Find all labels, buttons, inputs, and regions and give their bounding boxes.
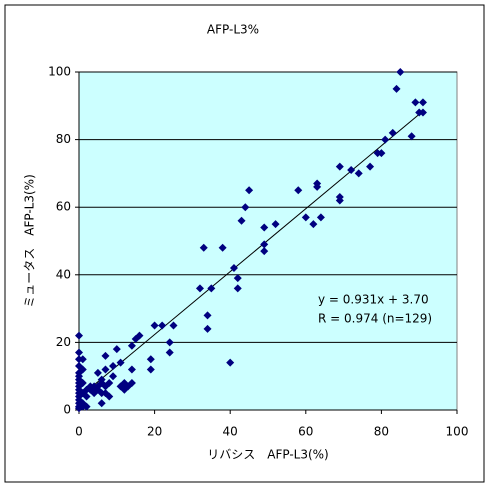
y-tick-label: 20 [56, 335, 71, 349]
x-axis-label: リバシス AFP-L3(%) [207, 448, 329, 462]
point [203, 311, 212, 320]
x-tick-label: 20 [147, 425, 162, 439]
point [78, 378, 87, 387]
point [116, 358, 125, 367]
point [207, 284, 216, 293]
point [294, 186, 303, 195]
point [78, 355, 87, 364]
point [97, 399, 106, 408]
annotation: R = 0.974 (n=129) [318, 312, 432, 326]
chart-title: AFP-L3% [207, 23, 259, 37]
point [101, 351, 110, 360]
y-tick-label: 0 [63, 403, 71, 417]
x-tick-label: 40 [223, 425, 238, 439]
point [233, 274, 242, 283]
point [75, 348, 83, 357]
point [260, 247, 269, 256]
point [203, 324, 212, 333]
point [150, 321, 159, 330]
point [146, 365, 155, 374]
point [105, 378, 114, 387]
point [93, 368, 102, 377]
point [418, 108, 427, 117]
point [78, 365, 87, 374]
point [195, 284, 204, 293]
point [392, 84, 401, 93]
point [377, 149, 386, 158]
x-tick-label: 100 [446, 425, 469, 439]
point [411, 98, 420, 107]
point [366, 162, 375, 171]
point [233, 284, 242, 293]
point [82, 402, 91, 411]
point [301, 213, 310, 222]
point [354, 169, 363, 178]
point [112, 345, 121, 354]
point [381, 135, 390, 144]
point [316, 213, 325, 222]
point [97, 375, 106, 384]
point [260, 240, 269, 249]
y-tick-label: 80 [56, 132, 71, 146]
point [335, 193, 344, 202]
plot-area [78, 71, 458, 411]
point [127, 378, 136, 387]
annotation: y = 0.931x + 3.70 [318, 293, 429, 307]
point [127, 365, 136, 374]
x-tick-label: 80 [374, 425, 389, 439]
point [396, 68, 405, 76]
point [101, 365, 110, 374]
point [245, 186, 254, 195]
point [158, 321, 167, 330]
point [135, 331, 144, 340]
point [146, 355, 155, 364]
y-tick-label: 100 [48, 65, 71, 79]
point [165, 338, 174, 347]
trendline [78, 110, 424, 398]
point [418, 98, 427, 107]
y-tick-label: 60 [56, 200, 71, 214]
point [309, 220, 318, 229]
point [109, 362, 118, 371]
point [127, 341, 136, 350]
point [109, 372, 118, 381]
point [241, 203, 250, 212]
y-tick-label: 40 [56, 267, 71, 281]
point [226, 358, 235, 367]
point [82, 392, 91, 401]
point [407, 132, 416, 141]
point [75, 331, 83, 340]
point [260, 223, 269, 232]
point [165, 348, 174, 357]
point [105, 392, 114, 401]
point [199, 243, 208, 252]
point [388, 128, 397, 137]
x-tick-label: 0 [75, 425, 83, 439]
point [169, 321, 178, 330]
point [229, 264, 238, 273]
y-axis-label: ミュータス AFP-L3(%) [23, 174, 37, 308]
point [347, 166, 356, 175]
point [218, 243, 227, 252]
x-tick-label: 60 [298, 425, 313, 439]
point [313, 182, 322, 191]
point [335, 162, 344, 171]
point [271, 220, 280, 229]
point [237, 216, 246, 225]
